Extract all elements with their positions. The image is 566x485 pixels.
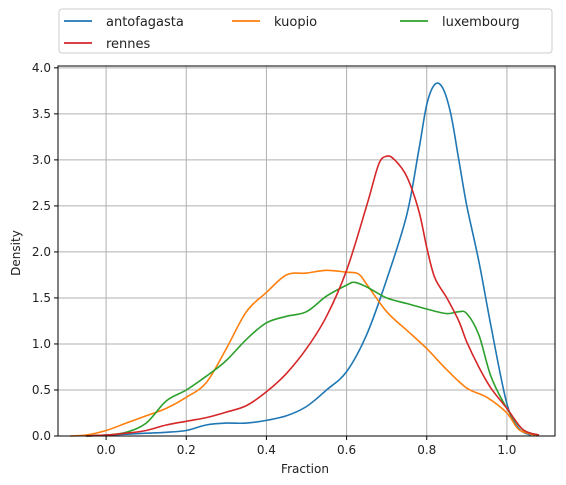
legend: antofagasta kuopio luxembourg rennes	[58, 8, 553, 54]
y-tick-label: 4.0	[32, 61, 51, 75]
plot-frame	[57, 65, 556, 437]
x-ticks: 0.0 0.2 0.4 0.6 0.8 1.0	[97, 436, 516, 457]
y-tick-label: 0.0	[32, 429, 51, 443]
y-tick-label: 3.0	[32, 153, 51, 167]
y-tick-label: 3.5	[32, 107, 51, 121]
y-ticks: 0.0 0.5 1.0 1.5 2.0 2.5 3.0 3.5 4.0	[32, 61, 58, 443]
series-line-luxembourg	[86, 281, 540, 437]
series-line-antofagasta	[86, 82, 532, 437]
grid	[58, 66, 555, 437]
y-tick-label: 2.0	[32, 245, 51, 259]
x-tick-label: 0.8	[417, 443, 436, 457]
x-tick-label: 0.0	[97, 443, 116, 457]
y-tick-label: 1.0	[32, 337, 51, 351]
legend-label-antofagasta: antofagasta	[106, 15, 184, 30]
y-tick-label: 0.5	[32, 383, 51, 397]
series-line-rennes	[86, 155, 540, 437]
series-line-kuopio	[69, 269, 536, 437]
x-tick-label: 0.4	[257, 443, 276, 457]
x-axis-label: Fraction	[281, 462, 329, 476]
x-tick-label: 1.0	[497, 443, 516, 457]
series-lines	[69, 82, 540, 437]
x-tick-label: 0.2	[177, 443, 196, 457]
y-tick-label: 1.5	[32, 291, 51, 305]
x-tick-label: 0.6	[337, 443, 356, 457]
legend-label-rennes: rennes	[106, 37, 151, 52]
legend-label-kuopio: kuopio	[274, 15, 317, 30]
y-axis-label: Density	[9, 230, 23, 276]
legend-frame	[58, 8, 553, 54]
y-tick-label: 2.5	[32, 199, 51, 213]
legend-label-luxembourg: luxembourg	[442, 15, 520, 30]
